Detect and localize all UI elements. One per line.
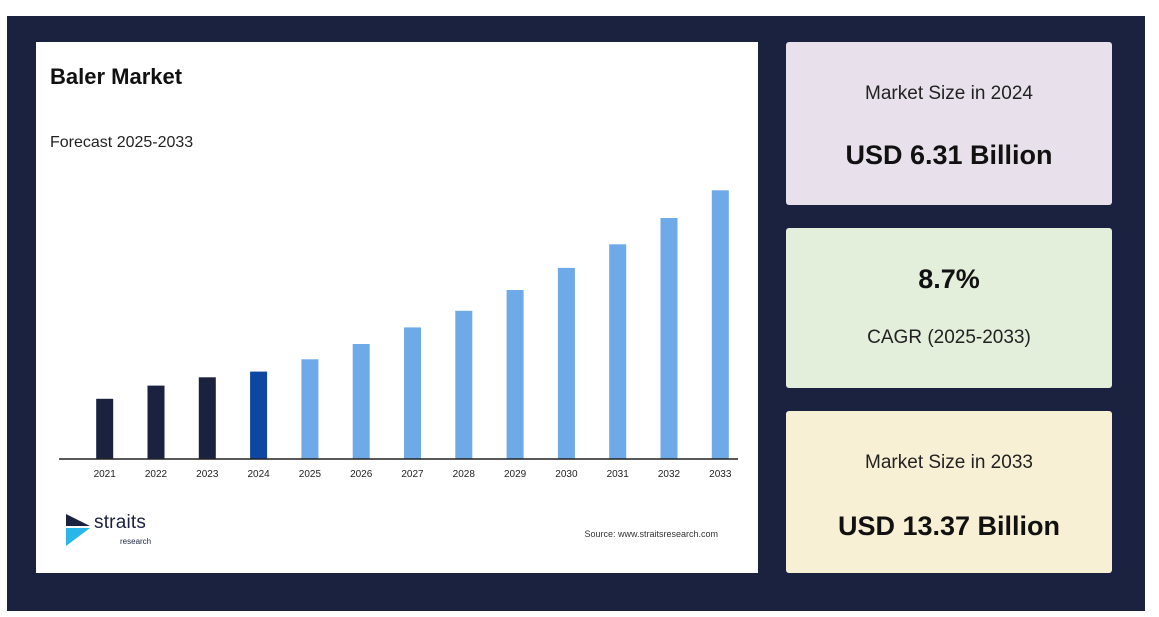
- bar-2024: [250, 371, 268, 459]
- x-tick-label: 2030: [555, 469, 578, 480]
- x-tick-label: 2027: [401, 469, 424, 480]
- x-tick-label: 2033: [709, 469, 732, 480]
- market-size-2033-value: USD 13.37 Billion: [837, 511, 1061, 541]
- bar-2027: [404, 327, 421, 459]
- market-size-2024-label: Market Size in 2024: [865, 83, 1033, 104]
- cagr-value: 8.7%: [918, 264, 980, 294]
- x-tick-label: 2025: [299, 469, 322, 480]
- logo-subtext: research: [120, 537, 152, 546]
- bar-chart: 2021 2022 2023 2024 2025 2026 2027 2028 2029 2030…: [59, 190, 738, 480]
- bar-2021: [96, 398, 114, 459]
- x-tick-label: 2023: [196, 469, 219, 480]
- bar-2029: [506, 290, 524, 459]
- bar-2025: [301, 359, 319, 459]
- bar-2026: [352, 344, 370, 459]
- bar-2023: [198, 377, 216, 459]
- x-tick-label: 2024: [247, 469, 270, 480]
- market-size-2024-value: USD 6.31 Billion: [845, 140, 1053, 170]
- market-size-2033-label: Market Size in 2033: [865, 452, 1033, 473]
- bar-2028: [455, 310, 473, 459]
- chart-subtitle: Forecast 2025-2033: [50, 134, 194, 151]
- market-size-2024-card: Market Size in 2024 USD 6.31 Billion: [786, 42, 1112, 205]
- bar-2022: [147, 385, 165, 459]
- x-tick-label: 2031: [607, 469, 630, 480]
- chart-title: Baler Market: [50, 64, 183, 89]
- x-tick-label: 2022: [145, 469, 168, 480]
- market-size-2033-card: Market Size in 2033 USD 13.37 Billion: [786, 411, 1112, 573]
- bar-2031: [609, 244, 627, 459]
- bar-2030: [557, 267, 575, 459]
- chart-card: Baler Market Forecast 2025-2033 2021 2022…: [36, 42, 758, 573]
- source-note: Source: www.straitsresearch.com: [584, 529, 718, 539]
- x-tick-label: 2028: [453, 469, 476, 480]
- logo-name: straits: [94, 512, 147, 533]
- cagr-card: 8.7% CAGR (2025-2033): [786, 228, 1112, 388]
- bar-2033: [711, 190, 729, 460]
- x-tick-label: 2032: [658, 469, 681, 480]
- cagr-label: CAGR (2025-2033): [867, 327, 1031, 348]
- straits-logo: straits research: [64, 512, 164, 552]
- straits-logo-icon: [66, 514, 90, 546]
- bar-2032: [660, 218, 678, 459]
- x-tick-label: 2029: [504, 469, 527, 480]
- x-tick-label: 2021: [94, 469, 117, 480]
- x-tick-label: 2026: [350, 469, 373, 480]
